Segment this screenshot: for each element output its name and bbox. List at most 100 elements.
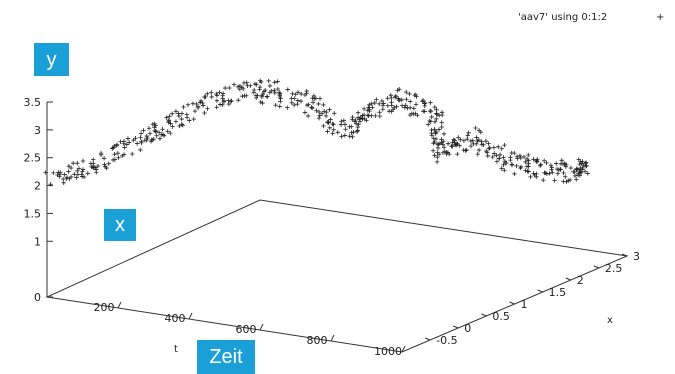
data-point [118,139,123,144]
z-axis-ticks: 0 1 1.5 2 2.5 3 3.5 [24,96,53,304]
data-point [265,94,270,100]
data-point [523,159,528,165]
data-point [509,162,515,168]
data-point [56,170,61,175]
t-tick-mark [401,345,406,353]
data-point [440,142,446,147]
data-point [347,133,352,139]
data-point [272,80,277,85]
data-point [451,137,456,142]
data-point [331,127,336,132]
data-point [141,128,146,133]
data-point [582,169,588,174]
data-point [445,141,451,146]
data-point [580,159,585,164]
data-point [91,164,97,170]
data-point [217,90,222,95]
data-point [514,163,519,169]
data-point [361,106,367,112]
data-point [81,174,87,180]
data-point [475,151,480,157]
data-point [257,87,262,92]
data-point [521,154,527,160]
data-point [452,138,457,143]
data-point [129,151,135,157]
data-point [579,161,584,166]
data-point [538,162,544,167]
data-point [351,129,356,135]
x-tick-mark [593,265,600,269]
data-point [226,98,231,103]
data-point [499,166,504,171]
data-point [289,100,295,106]
data-point [468,138,474,144]
data-point [432,127,437,132]
data-point [321,123,326,129]
data-point [328,117,333,122]
data-point [512,171,517,177]
data-point [572,173,578,179]
data-point [461,138,467,143]
data-point [298,91,304,97]
data-point [75,172,81,177]
data-point [353,121,359,126]
z-tick-label: 1.5 [24,207,42,220]
data-point [321,102,326,108]
data-point [220,102,225,108]
data-point [485,153,490,159]
data-point [85,171,91,176]
data-point [316,109,322,115]
data-point [168,130,173,136]
data-point [562,161,568,166]
data-point [342,133,348,138]
data-point [369,113,374,118]
data-point [452,142,458,147]
data-point [205,91,210,97]
data-point [478,129,484,135]
data-point [226,101,232,107]
data-point [98,150,104,156]
x-tick-mark [537,289,543,293]
data-point [309,105,315,111]
data-point [251,87,257,93]
data-point [331,122,336,127]
t-tick-label: 400 [165,312,186,325]
data-point [389,103,394,108]
data-point [291,102,297,108]
data-point [66,164,72,169]
x-tick-label: 1.5 [549,286,567,299]
data-point [501,155,506,160]
x-tick-mark [424,337,431,341]
data-point [435,154,440,160]
data-point [465,133,470,138]
data-point [380,107,386,112]
data-point [385,96,390,101]
data-point [449,143,454,149]
data-point [144,133,149,139]
data-point [541,158,547,163]
data-point [74,175,79,180]
z-tick-label: 2.5 [24,152,42,165]
data-point [102,162,107,167]
data-point [200,103,206,108]
x-axis-label: x [607,315,613,326]
data-point [244,80,249,85]
data-point [517,153,523,158]
data-point [420,97,426,103]
data-point [407,105,413,110]
data-point [255,93,260,98]
data-point [326,119,331,125]
data-point [502,142,507,148]
data-point [360,116,365,121]
data-point [435,145,441,151]
data-point [560,161,566,167]
z-tick-label: 2 [34,180,41,193]
data-point [147,131,153,136]
x-tick-label: 1 [521,298,528,311]
t-tick-label: 1000 [374,345,402,358]
data-point [295,98,301,103]
data-point [327,107,332,112]
legend-label: 'aav7' using 0:1:2 [518,12,607,23]
data-point [330,131,335,136]
